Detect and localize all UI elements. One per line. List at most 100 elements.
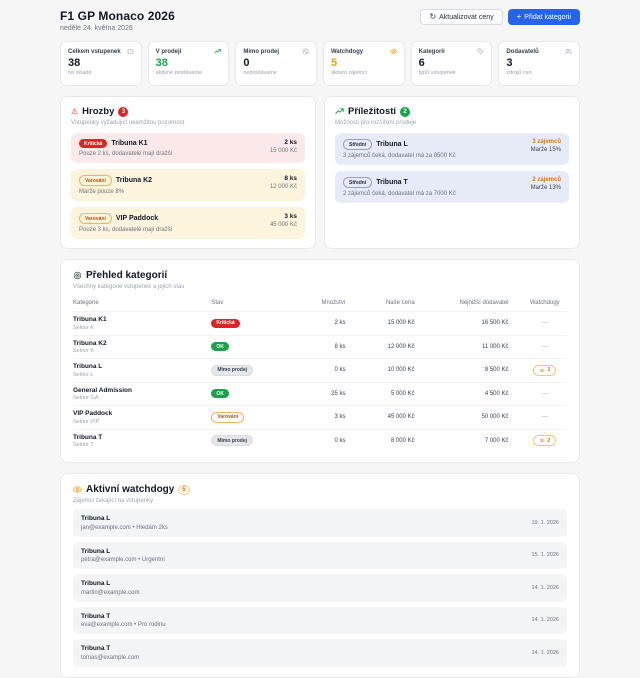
threat-item: Varování Tribuna K2 Marže pouze 8% 8 ks … xyxy=(71,169,305,201)
threat-qty: 8 ks xyxy=(284,175,297,182)
watchdog-list-item: Tribuna L petra@example.com • Urgentní 1… xyxy=(73,541,567,569)
watchdog-category: Tribuna T xyxy=(81,612,111,620)
target-icon xyxy=(73,271,82,280)
refresh-button-label: Aktualizovat ceny xyxy=(439,13,494,21)
opportunity-item: Střední Tribuna T 2 zájemců čeká, dodava… xyxy=(335,171,569,203)
watchdog-list-item: Tribuna L jan@example.com • Hledám 2ks 1… xyxy=(73,509,567,537)
table-row: Tribuna T Sektor T Mimo prodej 0 ks 8 00… xyxy=(73,428,567,452)
watchdog-list-item: Tribuna T tomas@example.com 14. 1. 2026 xyxy=(73,639,567,667)
stat-sub: na skladě xyxy=(68,70,92,76)
quantity-cell: 3 ks xyxy=(295,405,360,429)
stat-value: 3 xyxy=(506,57,513,69)
status-badge: Mimo prodej xyxy=(211,364,254,376)
opportunities-title: Příležitosti xyxy=(348,106,397,117)
watchdog-date: 14. 1. 2026 xyxy=(531,617,559,624)
page-title: F1 GP Monaco 2026 xyxy=(60,9,175,23)
status-badge: Kritická xyxy=(211,318,240,328)
threat-name: Tribuna K2 xyxy=(115,177,153,184)
priority-badge: Střední xyxy=(343,139,373,150)
stat-card-total-tickets: Celkem vstupenek 38 na skladě xyxy=(60,41,142,86)
watchdogs-cell: — xyxy=(522,381,567,406)
eye-icon xyxy=(539,439,545,443)
category-name: Tribuna T xyxy=(73,433,103,441)
quantity-cell: 25 ks xyxy=(295,381,360,406)
lowest-supplier-cell: 50 000 Kč xyxy=(428,405,523,429)
threat-qty: 3 ks xyxy=(284,213,297,220)
tag-icon xyxy=(477,48,484,55)
quantity-cell: 0 ks xyxy=(295,358,360,382)
watchdog-date: 15. 1. 2026 xyxy=(531,552,559,559)
opportunities-subtitle: Možnosti pro rozšíření prodeje xyxy=(335,120,417,126)
stat-value: 38 xyxy=(68,57,81,69)
watchdogs-cell: — xyxy=(522,405,567,429)
column-header-quantity: Množství xyxy=(321,300,346,306)
category-sector: Sektor L xyxy=(73,371,94,378)
quantity-cell: 2 ks xyxy=(295,311,360,335)
watchdog-contact: martin@example.com xyxy=(81,589,140,596)
stat-label: V prodeji xyxy=(155,48,182,55)
stat-value: 5 xyxy=(330,57,338,69)
watchdogs-subtitle: Zájemci čekající na vstupenky xyxy=(73,498,154,504)
opportunity-name: Tribuna L xyxy=(376,141,408,148)
category-sector: Sektor K xyxy=(73,348,95,354)
opportunity-interest: 2 zájemců xyxy=(532,177,561,183)
our-price-cell: 45 000 Kč xyxy=(359,405,429,429)
stat-value: 0 xyxy=(243,57,250,69)
stat-card-off-sale: Mimo prodej 0 neprodáváme xyxy=(235,41,317,86)
category-sector: Sektor GA xyxy=(73,395,99,401)
watchdog-date: 19. 1. 2026 xyxy=(531,519,559,526)
opportunity-interest: 3 zájemců xyxy=(532,139,561,145)
users-icon xyxy=(565,48,572,55)
threat-desc: Pouze 3 ks, dodavatelé mají dražší xyxy=(79,227,173,233)
category-name: Tribuna L xyxy=(73,363,103,370)
categories-table: Kategorie Stav Množství Naše cena Nejniž… xyxy=(73,297,567,452)
trending-up-icon xyxy=(214,48,222,55)
ban-icon xyxy=(302,48,309,55)
status-badge: Kritická xyxy=(79,139,108,148)
status-badge: OK xyxy=(211,389,229,399)
table-header-row: Kategorie Stav Množství Naše cena Nejniž… xyxy=(73,297,567,312)
watchdogs-count-badge: 5 xyxy=(178,484,190,495)
lowest-supplier-cell: 16 500 Kč xyxy=(428,311,523,335)
stat-card-watchdogs: Watchdogy 5 aktivní zájemci xyxy=(322,41,405,86)
categories-section: Přehled kategorií Všechny kategorie vstu… xyxy=(60,259,580,463)
threats-subtitle: Vstupenky vyžadující okamžitou pozornost xyxy=(71,120,185,126)
watchdogs-cell: — xyxy=(522,311,567,335)
refresh-icon: ↻ xyxy=(429,12,437,21)
lowest-supplier-cell: 4 500 Kč xyxy=(428,381,523,406)
title-block: F1 GP Monaco 2026 neděle 24. května 2026 xyxy=(60,9,175,32)
stat-card-categories: Kategorií 6 typů vstupenek xyxy=(410,41,493,86)
threat-desc: Marže pouze 8% xyxy=(79,189,125,195)
watchdog-contact: jan@example.com • Hledám 2ks xyxy=(81,524,168,531)
status-badge: Mimo prodej xyxy=(211,435,254,447)
add-category-button[interactable]: + Přidat kategorii xyxy=(507,9,580,25)
watchdog-count-badge: 3 xyxy=(533,364,557,376)
column-header-our-price: Naše cena xyxy=(385,300,415,306)
threats-title: Hrozby xyxy=(82,106,115,117)
watchdogs-title: Aktivní watchdogy xyxy=(86,484,175,495)
watchdog-list-item: Tribuna L martin@example.com 14. 1. 2026 xyxy=(73,574,567,602)
watchdog-category: Tribuna L xyxy=(81,580,111,587)
eye-icon xyxy=(389,48,397,55)
watchdog-contact: tomas@example.com xyxy=(81,654,140,661)
stat-sub: aktivně prodáváme xyxy=(155,70,203,76)
warning-icon: ⚠ xyxy=(71,106,79,116)
category-sector: Sektor VIP xyxy=(73,418,100,425)
threats-panel: ⚠ Hrozby 3 Vstupenky vyžadující okamžito… xyxy=(60,96,316,249)
category-name: Tribuna K2 xyxy=(73,339,107,347)
watchdogs-section: Aktivní watchdogy 5 Zájemci čekající na … xyxy=(60,473,580,678)
plus-icon: + xyxy=(516,12,522,21)
watchdog-category: Tribuna T xyxy=(81,645,111,652)
threat-qty: 2 ks xyxy=(284,139,297,146)
opportunity-name: Tribuna T xyxy=(376,179,408,186)
status-badge: Varování xyxy=(211,411,245,423)
threat-name: VIP Paddock xyxy=(115,215,159,222)
refresh-prices-button[interactable]: ↻ Aktualizovat ceny xyxy=(420,9,503,25)
eye-icon xyxy=(73,485,82,494)
lowest-supplier-cell: 7 000 Kč xyxy=(428,428,523,452)
table-row: Tribuna L Sektor L Mimo prodej 0 ks 10 0… xyxy=(73,358,567,382)
page-header: F1 GP Monaco 2026 neděle 24. května 2026… xyxy=(60,9,580,32)
stat-label: Dodavatelů xyxy=(506,48,539,55)
stat-sub: zdrojů cen xyxy=(506,70,532,76)
threat-desc: Pouze 2 ks, dodavatelé mají dražší xyxy=(79,151,173,157)
